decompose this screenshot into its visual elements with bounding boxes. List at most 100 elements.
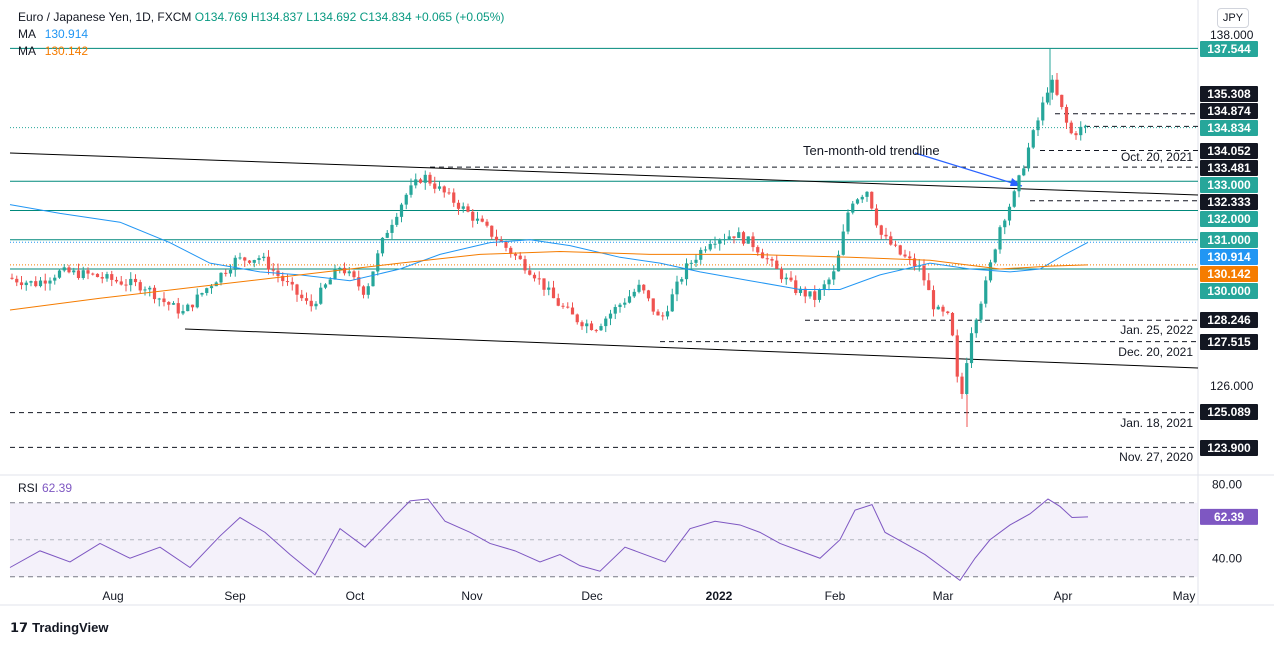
candle-body bbox=[423, 174, 427, 183]
candle-body bbox=[637, 284, 641, 292]
candle-body bbox=[418, 179, 423, 183]
candle-body bbox=[404, 194, 408, 205]
candle-body bbox=[319, 287, 323, 304]
price-label-text: 132.333 bbox=[1207, 195, 1251, 209]
candle-body bbox=[580, 322, 584, 327]
candle-body bbox=[585, 323, 589, 327]
ma-slow-value: 130.142 bbox=[44, 44, 89, 58]
candle-body bbox=[333, 268, 337, 280]
candle-body bbox=[380, 237, 385, 254]
ma-slow-legend[interactable]: MA 130.142 bbox=[18, 44, 88, 58]
ma-fast-line bbox=[9, 204, 1089, 290]
candle-body bbox=[1026, 147, 1031, 169]
candle-body bbox=[295, 284, 299, 295]
candle-body bbox=[870, 191, 874, 209]
candle-body bbox=[551, 287, 556, 299]
candle-body bbox=[504, 241, 508, 248]
candle-body bbox=[266, 256, 271, 270]
candle-body bbox=[865, 191, 869, 197]
candle-body bbox=[884, 234, 888, 237]
candle-body bbox=[855, 199, 860, 204]
candle-body bbox=[513, 253, 518, 256]
chart-header: Euro / Japanese Yen, 1D, FXCM O134.769 H… bbox=[18, 10, 504, 24]
candle-body bbox=[661, 315, 665, 317]
candle-body bbox=[651, 298, 655, 312]
price-label-text: 128.246 bbox=[1207, 313, 1251, 327]
price-label-text: 130.000 bbox=[1207, 284, 1251, 298]
candle-body bbox=[95, 273, 100, 278]
currency-button[interactable]: JPY bbox=[1217, 8, 1249, 28]
candle-body bbox=[656, 311, 660, 316]
price-label-box bbox=[1200, 312, 1258, 328]
candle-body bbox=[789, 277, 793, 281]
candle-body bbox=[984, 280, 988, 304]
ma-fast-legend[interactable]: MA 130.914 bbox=[18, 27, 88, 41]
candle-body bbox=[618, 304, 622, 308]
candle-body bbox=[76, 270, 81, 279]
candle-body bbox=[399, 204, 404, 217]
candle-body bbox=[893, 244, 898, 246]
price-label-text: 133.481 bbox=[1207, 161, 1251, 175]
candle-body bbox=[34, 281, 38, 287]
candle-body bbox=[1064, 106, 1069, 123]
candle-body bbox=[836, 254, 841, 272]
candle-body bbox=[737, 232, 741, 238]
candle-body bbox=[357, 277, 361, 287]
candle-body bbox=[1060, 94, 1064, 107]
candle-body bbox=[304, 298, 309, 301]
candle-body bbox=[361, 286, 366, 295]
price-label-box bbox=[1200, 194, 1258, 210]
ma-fast-label: MA bbox=[18, 27, 36, 41]
candle-body bbox=[988, 262, 993, 281]
price-label-text: 125.089 bbox=[1207, 405, 1251, 419]
symbol-title: Euro / Japanese Yen, 1D, FXCM bbox=[18, 10, 192, 24]
price-label-text: 137.544 bbox=[1207, 42, 1251, 56]
candle-body bbox=[233, 257, 237, 270]
price-label-text: 130.914 bbox=[1207, 250, 1251, 264]
candle-body bbox=[808, 291, 812, 297]
candle-body bbox=[874, 208, 879, 226]
rsi-value-box bbox=[1200, 508, 1258, 525]
price-label-text: 135.308 bbox=[1207, 87, 1251, 101]
candle-body bbox=[608, 313, 613, 319]
rsi-tick-label: 80.00 bbox=[1212, 477, 1242, 491]
candle-body bbox=[817, 289, 822, 300]
candle-body bbox=[91, 273, 95, 275]
candle-body bbox=[518, 255, 522, 260]
candle-body bbox=[547, 287, 551, 290]
price-label-box bbox=[1200, 266, 1258, 282]
candle-body bbox=[827, 279, 831, 285]
price-label-box bbox=[1200, 103, 1258, 119]
candle-body bbox=[784, 277, 788, 280]
time-tick-label: Apr bbox=[1054, 589, 1073, 603]
candle-body bbox=[708, 243, 712, 250]
candle-body bbox=[779, 268, 784, 280]
candle-body bbox=[309, 300, 313, 307]
candle-body bbox=[1050, 79, 1054, 93]
price-label-box bbox=[1200, 211, 1258, 227]
candle-body bbox=[623, 302, 627, 305]
candle-body bbox=[927, 280, 931, 291]
price-label-box bbox=[1200, 404, 1258, 420]
price-label-text: 133.000 bbox=[1207, 178, 1251, 192]
candle-body bbox=[960, 376, 964, 394]
candle-body bbox=[105, 274, 109, 279]
upper-trendline bbox=[9, 152, 1199, 196]
date-annotation: Dec. 20, 2021 bbox=[1118, 345, 1193, 359]
price-label-text: 123.900 bbox=[1207, 441, 1251, 455]
candle-body bbox=[167, 302, 171, 305]
candle-body bbox=[813, 291, 817, 300]
candle-body bbox=[129, 278, 133, 286]
candle-body bbox=[186, 304, 190, 312]
candle-body bbox=[556, 298, 560, 306]
candle-body bbox=[1012, 191, 1016, 207]
brand-logo[interactable]: 𝟭𝟳 TradingView bbox=[10, 620, 108, 636]
candle-body bbox=[171, 303, 176, 305]
candle-body bbox=[447, 192, 451, 194]
ma-fast-value: 130.914 bbox=[44, 27, 89, 41]
time-tick-label: Dec bbox=[581, 589, 602, 603]
candle-body bbox=[917, 265, 921, 267]
candle-body bbox=[152, 287, 157, 300]
price-label-box bbox=[1200, 160, 1258, 176]
